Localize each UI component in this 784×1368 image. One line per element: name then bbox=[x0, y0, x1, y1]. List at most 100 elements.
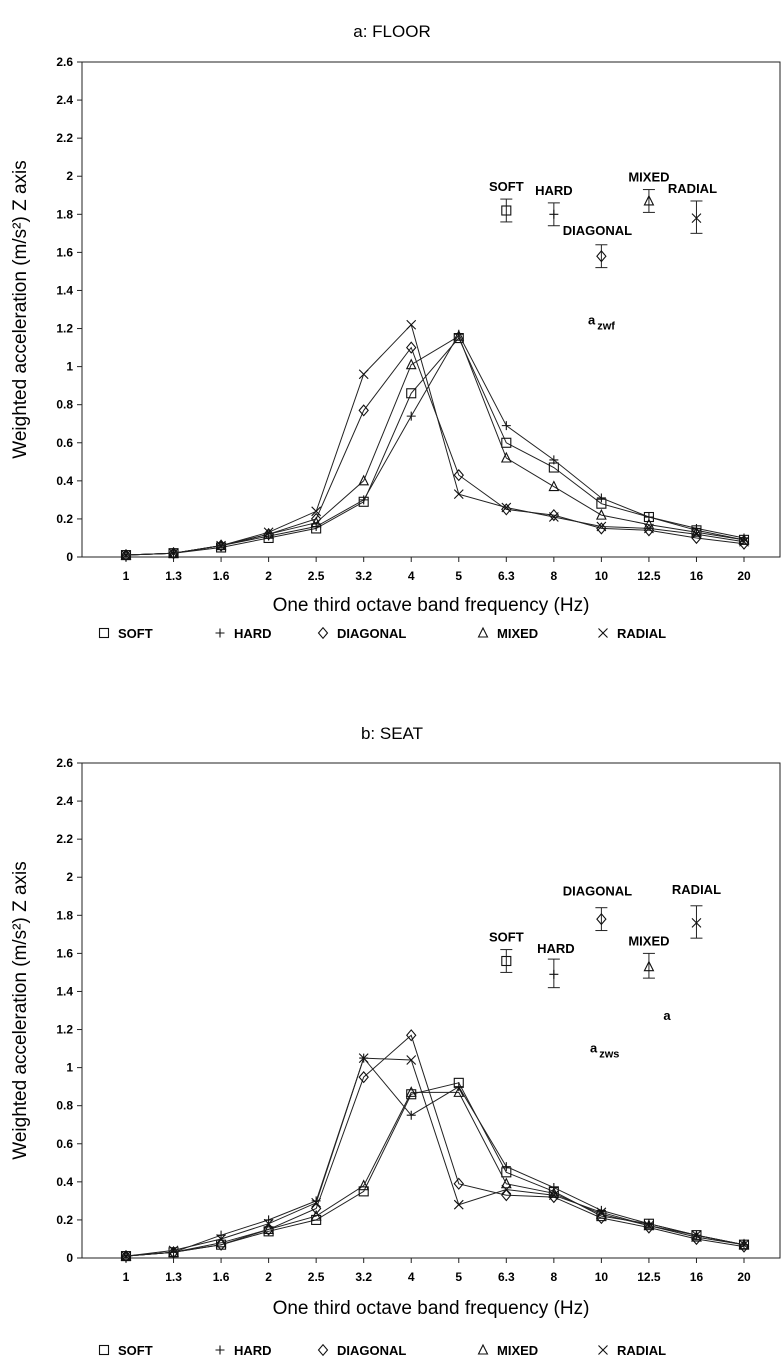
data-point bbox=[358, 1053, 369, 1063]
data-point bbox=[310, 512, 322, 526]
overall-label: HARD bbox=[537, 941, 575, 956]
overall-marker bbox=[596, 250, 607, 263]
weighted-accel-annotation: a zwf bbox=[588, 313, 615, 333]
data-point bbox=[453, 489, 464, 500]
data-point bbox=[596, 521, 607, 532]
legend-marker bbox=[477, 1343, 489, 1355]
data-point bbox=[453, 329, 465, 341]
legend-label: HARD bbox=[234, 1343, 272, 1358]
data-point bbox=[548, 512, 559, 522]
overall-label: SOFT bbox=[489, 930, 524, 945]
legend-label: RADIAL bbox=[617, 626, 666, 641]
data-point bbox=[168, 547, 179, 560]
x-tick-label: 5 bbox=[455, 569, 462, 583]
y-tick-label: 1.6 bbox=[56, 946, 73, 960]
y-axis-label: Weighted acceleration (m/s²) Z axis bbox=[10, 160, 31, 458]
data-point bbox=[549, 455, 559, 465]
data-point bbox=[453, 1086, 465, 1097]
y-tick-label: 1 bbox=[66, 360, 73, 374]
overall-label: MIXED bbox=[628, 170, 669, 185]
overall-label: MIXED bbox=[628, 933, 669, 948]
x-tick-label: 1 bbox=[123, 569, 130, 583]
x-tick-label: 1.6 bbox=[213, 1270, 230, 1284]
data-point bbox=[358, 1186, 369, 1197]
data-point bbox=[263, 527, 274, 538]
data-point bbox=[501, 421, 511, 431]
y-tick-label: 1.6 bbox=[56, 245, 73, 259]
data-point bbox=[406, 388, 417, 399]
y-tick-label: 0.8 bbox=[56, 1099, 73, 1113]
data-point bbox=[453, 468, 464, 482]
overall-radial: RADIAL bbox=[672, 882, 721, 939]
data-point bbox=[500, 1177, 512, 1189]
data-point bbox=[501, 1189, 512, 1202]
x-tick-label: 6.3 bbox=[498, 569, 515, 583]
data-point bbox=[501, 437, 512, 448]
x-tick-label: 10 bbox=[595, 1270, 609, 1284]
data-point bbox=[168, 1245, 179, 1256]
data-point bbox=[311, 506, 322, 517]
legend-label: DIAGONAL bbox=[337, 1343, 406, 1358]
y-tick-label: 0.2 bbox=[56, 512, 73, 526]
x-tick-label: 2.5 bbox=[308, 569, 325, 583]
weighted-accel-annotation: a zws bbox=[590, 1040, 619, 1060]
overall-hard: HARD bbox=[537, 941, 575, 989]
panel-floor: a: FLOOR 0 0.2 0.4 0.6 0.8 1 1.2 1.4 1.6 1.8 2 2.2 2.… bbox=[10, 22, 781, 641]
x-tick-label: 12.5 bbox=[637, 1270, 661, 1284]
data-point bbox=[406, 1110, 416, 1120]
series-hard bbox=[121, 1053, 749, 1261]
data-point bbox=[405, 1086, 417, 1097]
data-point bbox=[263, 528, 274, 541]
overall-marker bbox=[501, 955, 512, 967]
x-tick-label: 4 bbox=[408, 569, 415, 583]
plot-frame bbox=[81, 762, 781, 1259]
plot-frame bbox=[81, 61, 781, 558]
legend: SOFT HARD DIAGONAL MIXED RADIAL bbox=[98, 626, 666, 641]
y-tick-label: 1.2 bbox=[56, 1023, 73, 1037]
data-point bbox=[644, 1220, 654, 1231]
legend-item-soft: SOFT bbox=[98, 626, 153, 641]
legend-marker bbox=[598, 1345, 608, 1355]
x-tick-label: 2 bbox=[265, 1270, 272, 1284]
data-point bbox=[311, 1197, 322, 1208]
x-tick-label: 8 bbox=[551, 569, 558, 583]
data-point bbox=[120, 1249, 132, 1263]
y-tick-label: 1.4 bbox=[56, 984, 73, 998]
data-point bbox=[358, 369, 369, 380]
overall-diagonal: DIAGONAL bbox=[563, 884, 632, 932]
data-point bbox=[548, 1190, 559, 1201]
data-point bbox=[168, 548, 179, 559]
x-tick-label: 20 bbox=[737, 1270, 751, 1284]
data-point bbox=[501, 1184, 512, 1195]
series-line bbox=[125, 1034, 745, 1257]
legend-label: HARD bbox=[234, 626, 272, 641]
data-point bbox=[739, 1239, 749, 1250]
overall-mixed: MIXED bbox=[628, 933, 670, 979]
panel-seat: b: SEAT 0 0.2 0.4 0.6 0.8 1 1.2 1.4 1.6 1.8 2 2.2 2.4… bbox=[10, 724, 781, 1358]
chart-title: b: SEAT bbox=[361, 724, 423, 743]
x-tick-label: 1 bbox=[123, 1270, 130, 1284]
x-tick-label: 10 bbox=[595, 569, 609, 583]
data-point bbox=[121, 1251, 131, 1261]
annotation-subscript: zwf bbox=[597, 321, 615, 333]
legend-marker bbox=[98, 1344, 110, 1356]
legend-label: SOFT bbox=[118, 1343, 153, 1358]
series-radial bbox=[121, 1053, 749, 1261]
y-tick-label: 0.4 bbox=[56, 1175, 73, 1189]
data-point bbox=[264, 1215, 274, 1225]
x-axis-label: One third octave band frequency (Hz) bbox=[273, 595, 590, 616]
data-point bbox=[691, 529, 702, 540]
data-point bbox=[406, 341, 417, 354]
overall-label: DIAGONAL bbox=[563, 884, 632, 899]
legend-item-hard: HARD bbox=[215, 1343, 272, 1358]
series-line bbox=[125, 335, 745, 556]
series-mixed bbox=[120, 1086, 750, 1261]
x-tick-label: 20 bbox=[737, 569, 751, 583]
annotation-a: a bbox=[590, 1040, 598, 1055]
legend-item-diagonal: DIAGONAL bbox=[317, 1343, 406, 1358]
x-axis-label: One third octave band frequency (Hz) bbox=[273, 1298, 590, 1319]
overall-soft: SOFT bbox=[489, 179, 524, 223]
chart-title: a: FLOOR bbox=[353, 22, 430, 41]
data-point bbox=[501, 1162, 511, 1172]
